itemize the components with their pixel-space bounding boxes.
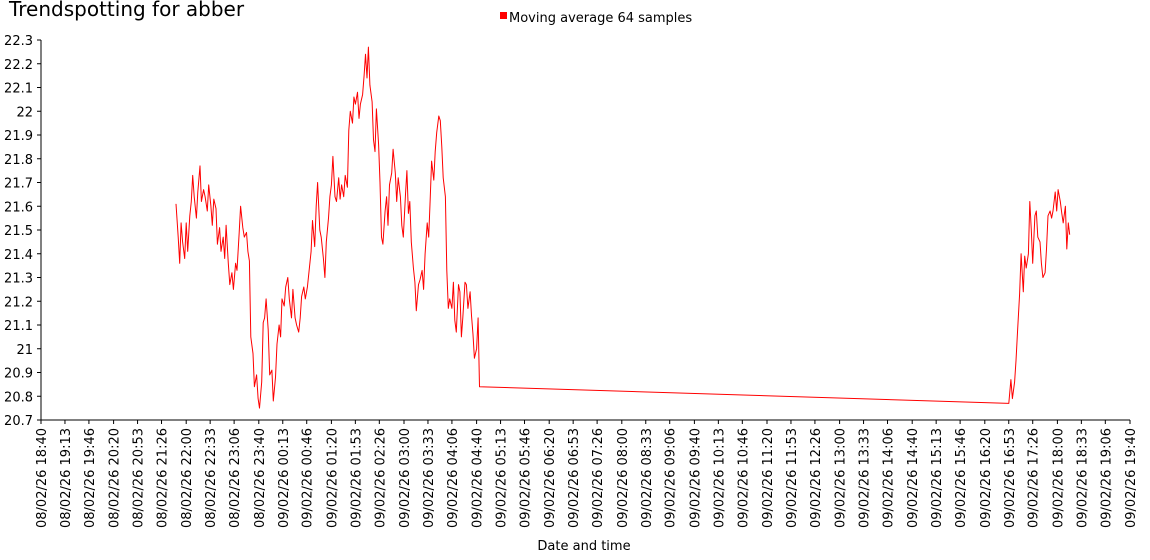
y-tick-label: 22.3 <box>4 34 33 49</box>
x-tick-label: 09/02/26 17:26 <box>1027 428 1042 528</box>
y-axis: 20.7 20.8 20.9 21 21.1 21.2 21.3 21.4 21.5 21.6 21… <box>4 34 42 429</box>
x-tick-label: 09/02/26 14:40 <box>906 428 921 528</box>
x-tick-label: 08/02/26 19:13 <box>59 428 74 528</box>
x-tick-label: 09/02/26 09:40 <box>688 428 703 528</box>
y-tick-label: 21.8 <box>4 153 33 168</box>
x-tick-label: 09/02/26 03:00 <box>398 428 413 528</box>
y-tick-label: 21.7 <box>4 177 33 192</box>
x-tick-label: 09/02/26 15:13 <box>930 428 945 528</box>
y-tick-label: 22 <box>16 105 33 120</box>
x-tick-label: 09/02/26 08:00 <box>616 428 631 528</box>
x-ticks: 08/02/26 18:40 08/02/26 19:13 08/02/26 19:… <box>35 420 1139 528</box>
y-tick-label: 21.1 <box>4 319 33 334</box>
x-tick-label: 09/02/26 01:20 <box>325 428 340 528</box>
y-tick-label: 22.2 <box>4 58 33 73</box>
legend-swatch <box>500 12 507 19</box>
x-tick-label: 09/02/26 05:46 <box>519 428 534 528</box>
x-tick-label: 08/02/26 23:06 <box>228 428 243 528</box>
x-tick-label: 09/02/26 07:26 <box>591 428 606 528</box>
x-tick-label: 09/02/26 06:53 <box>567 428 582 528</box>
x-tick-label: 08/02/26 20:20 <box>108 428 123 528</box>
x-tick-label: 09/02/26 10:46 <box>736 428 751 528</box>
x-tick-label: 09/02/26 19:06 <box>1099 428 1114 528</box>
x-tick-label: 09/02/26 00:46 <box>301 428 316 528</box>
x-tick-label: 08/02/26 21:26 <box>156 428 171 528</box>
x-tick-label: 09/02/26 18:00 <box>1051 428 1066 528</box>
x-tick-label: 08/02/26 22:00 <box>180 428 195 528</box>
x-tick-label: 08/02/26 19:46 <box>83 428 98 528</box>
x-tick-label: 09/02/26 02:26 <box>373 428 388 528</box>
x-tick-label: 09/02/26 11:20 <box>761 428 776 528</box>
x-tick-label: 09/02/26 04:06 <box>446 428 461 528</box>
x-tick-label: 09/02/26 16:53 <box>1003 428 1018 528</box>
y-tick-label: 21.6 <box>4 200 33 215</box>
y-tick-label: 21 <box>16 343 33 358</box>
x-axis-title: Date and time <box>537 539 630 554</box>
x-tick-label: 09/02/26 19:40 <box>1124 428 1139 528</box>
y-tick-label: 21.3 <box>4 272 33 287</box>
y-tick-label: 21.9 <box>4 129 33 144</box>
x-tick-label: 09/02/26 18:33 <box>1075 428 1090 528</box>
x-tick-label: 09/02/26 14:06 <box>882 428 897 528</box>
x-tick-label: 09/02/26 13:00 <box>834 428 849 528</box>
x-tick-label: 08/02/26 22:33 <box>204 428 219 528</box>
series-group <box>175 46 1071 409</box>
x-tick-label: 09/02/26 05:13 <box>495 428 510 528</box>
x-tick-label: 09/02/26 12:26 <box>809 428 824 528</box>
x-tick-label: 09/02/26 09:06 <box>664 428 679 528</box>
y-tick-label: 21.4 <box>4 248 33 263</box>
y-tick-label: 20.9 <box>4 367 33 382</box>
x-tick-label: 09/02/26 08:33 <box>640 428 655 528</box>
x-tick-label: 09/02/26 13:33 <box>858 428 873 528</box>
y-tick-label: 20.8 <box>4 390 33 405</box>
x-tick-label: 09/02/26 01:53 <box>349 428 364 528</box>
y-ticks: 20.7 20.8 20.9 21 21.1 21.2 21.3 21.4 21.5 21.6 21… <box>4 34 41 429</box>
y-tick-label: 20.7 <box>4 414 33 429</box>
legend-label: Moving average 64 samples <box>509 11 692 26</box>
x-tick-label: 08/02/26 20:53 <box>132 428 147 528</box>
x-tick-label: 09/02/26 11:53 <box>785 428 800 528</box>
x-tick-label: 09/02/26 06:20 <box>543 428 558 528</box>
series-line-0 <box>175 46 1071 409</box>
x-tick-label: 08/02/26 23:40 <box>253 428 268 528</box>
y-tick-label: 21.2 <box>4 295 33 310</box>
x-tick-label: 09/02/26 04:40 <box>471 428 486 528</box>
y-tick-label: 22.1 <box>4 82 33 97</box>
x-tick-label: 08/02/26 18:40 <box>35 428 50 528</box>
legend: Moving average 64 samples <box>500 11 692 26</box>
x-axis: 08/02/26 18:40 08/02/26 19:13 08/02/26 19:… <box>35 419 1139 528</box>
chart-title: Trendspotting for abber <box>8 0 245 21</box>
x-tick-label: 09/02/26 03:33 <box>422 428 437 528</box>
x-tick-label: 09/02/26 00:13 <box>277 428 292 528</box>
x-tick-label: 09/02/26 15:46 <box>954 428 969 528</box>
x-tick-label: 09/02/26 10:13 <box>712 428 727 528</box>
y-tick-label: 21.5 <box>4 224 33 239</box>
x-tick-label: 09/02/26 16:20 <box>979 428 994 528</box>
